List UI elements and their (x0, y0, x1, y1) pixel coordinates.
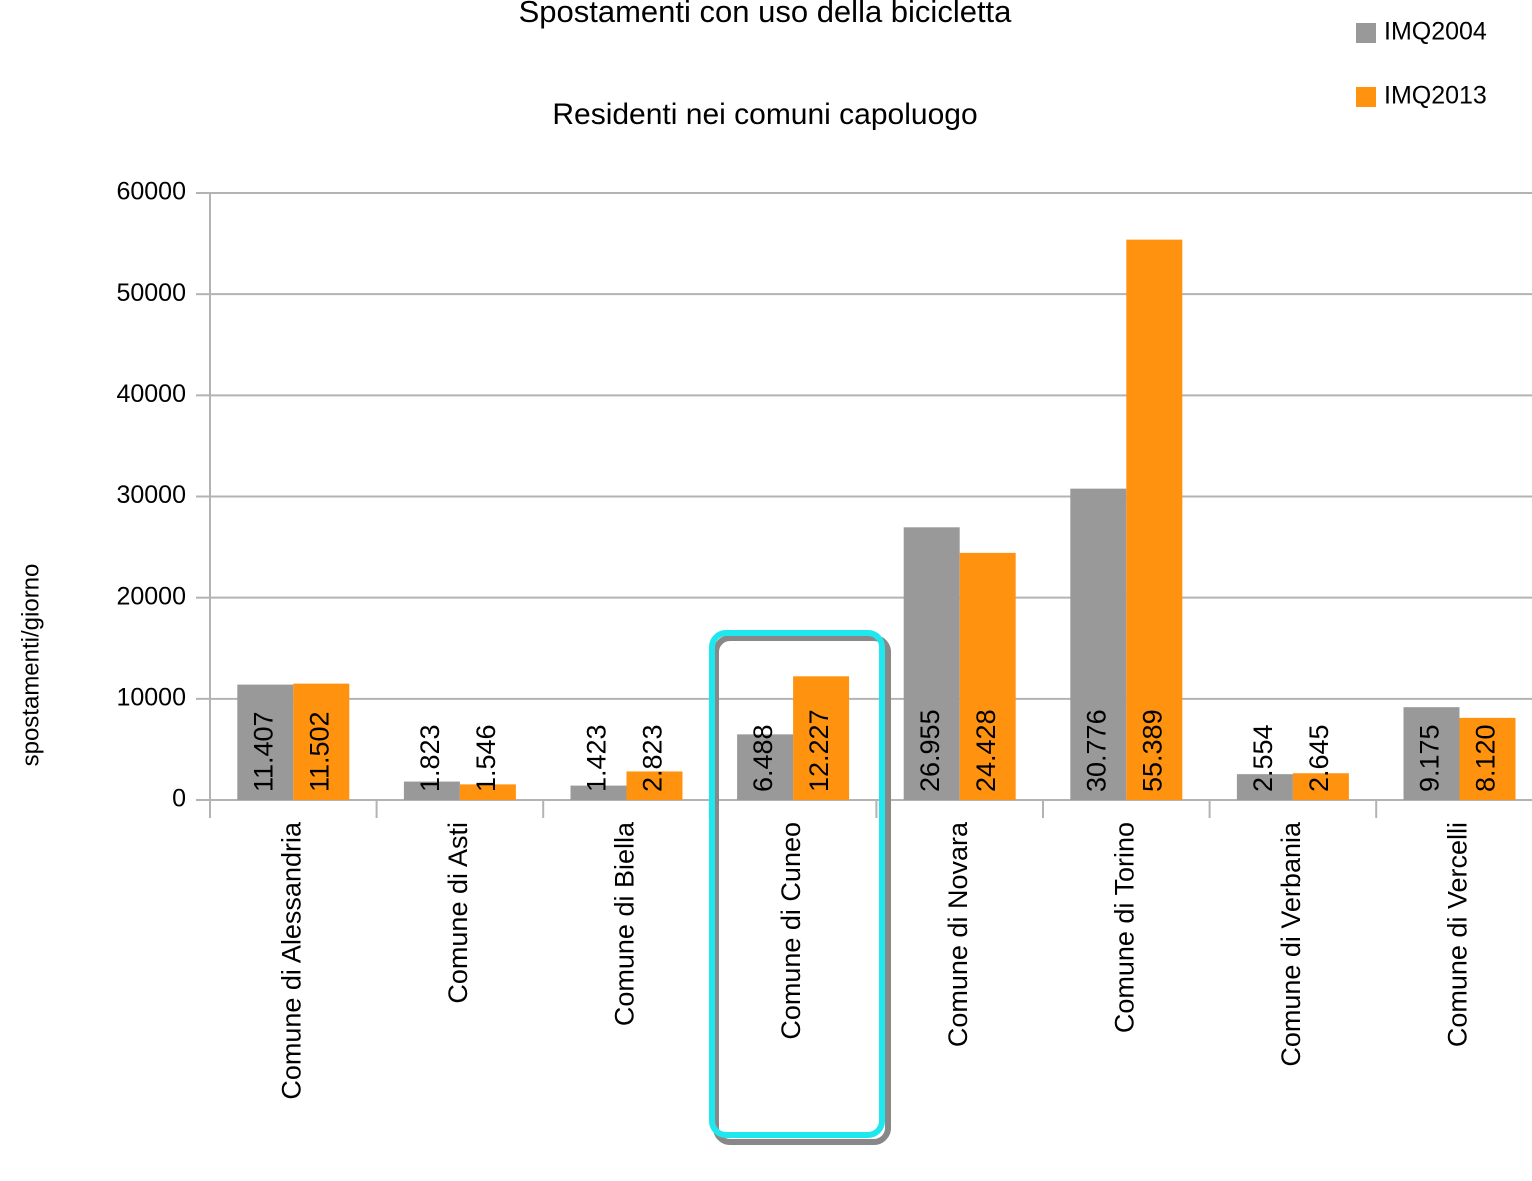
bar (903, 527, 960, 800)
data-label: 2.823 (638, 724, 668, 792)
x-tick-label: Comune di Biella (610, 821, 640, 1026)
y-tick-label: 60000 (116, 178, 186, 206)
x-tick-label: Comune di Torino (1109, 822, 1139, 1033)
bar (626, 771, 683, 800)
data-label: 30.776 (1081, 709, 1111, 792)
data-label: 1.423 (582, 724, 612, 792)
data-label: 6.488 (748, 724, 778, 792)
bar (1126, 239, 1183, 800)
data-label: 11.407 (248, 711, 278, 792)
chart-subtitle: Residenti nei comuni capoluogo (552, 98, 977, 131)
y-tick-label: 50000 (116, 279, 186, 307)
data-label: 26.955 (915, 709, 945, 792)
data-label: 8.120 (1471, 724, 1501, 792)
bar (570, 785, 627, 800)
bar (1236, 774, 1293, 800)
highlight-shadow (713, 635, 891, 1145)
bar (1459, 717, 1516, 800)
x-tick-label: Comune di Verbania (1276, 821, 1306, 1067)
x-tick-label: Comune di Alessandria (276, 821, 306, 1100)
y-axis-label: spostamenti/giorno (17, 564, 44, 767)
y-tick-label: 0 (172, 785, 186, 813)
y-tick-label: 30000 (116, 481, 186, 509)
data-label: 24.428 (971, 709, 1001, 792)
data-label: 11.502 (304, 711, 334, 792)
data-label: 55.389 (1137, 709, 1167, 792)
bar (237, 684, 294, 800)
x-tick-label: Comune di Vercelli (1443, 822, 1473, 1047)
y-tick-label: 10000 (116, 683, 186, 711)
bar (793, 676, 850, 800)
data-label: 2.554 (1248, 724, 1278, 792)
legend-swatch (1356, 23, 1376, 43)
legend-label: IMQ2013 (1384, 82, 1487, 110)
bar (959, 552, 1016, 800)
bar (459, 784, 516, 800)
data-label: 2.645 (1304, 724, 1334, 792)
x-tick-label: Comune di Novara (943, 821, 973, 1047)
highlight-box (709, 630, 885, 1138)
bar (293, 683, 350, 800)
bar (1070, 488, 1127, 800)
legend-label: IMQ2004 (1384, 18, 1487, 46)
bar (1292, 773, 1349, 800)
x-tick-label: Comune di Asti (443, 822, 473, 1004)
bar (737, 734, 794, 800)
chart-title: Spostamenti con uso della bicicletta (519, 0, 1013, 29)
bar (1403, 707, 1460, 800)
x-tick-label: Comune di Cuneo (776, 822, 806, 1040)
data-label: 9.175 (1415, 724, 1445, 792)
data-label: 1.823 (415, 724, 445, 792)
y-tick-label: 40000 (116, 380, 186, 408)
data-label: 1.546 (471, 724, 501, 792)
data-label: 12.227 (804, 709, 834, 792)
legend-swatch (1356, 87, 1376, 107)
bar (403, 781, 460, 800)
y-tick-label: 20000 (116, 582, 186, 610)
